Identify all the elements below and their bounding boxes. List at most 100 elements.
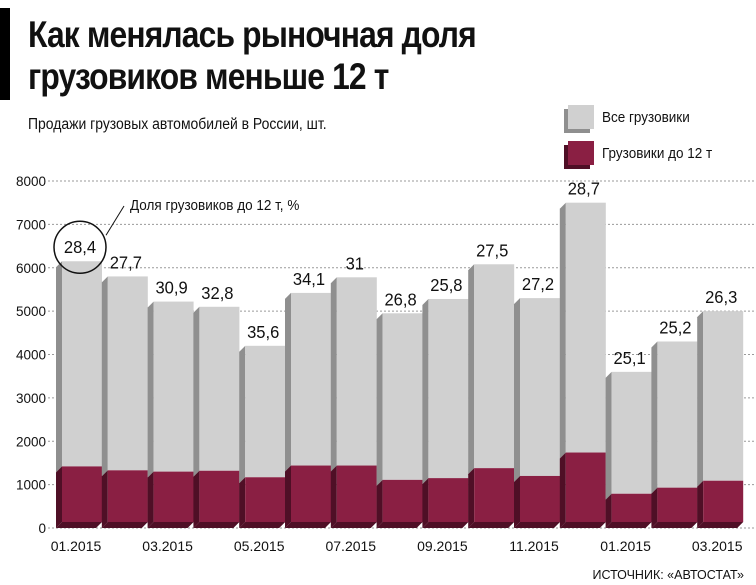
share-label: 25,8 [430,274,462,295]
x-tick-label: 05.2015 [234,538,285,554]
bar-base [651,522,698,528]
bar-base [697,522,744,528]
bar-base [56,522,102,528]
bar-all-side [101,276,108,477]
title-line-2: грузовиков меньше 12 т [28,56,389,97]
bar-all-side [605,371,612,500]
bar-small-side [422,478,429,528]
y-tick-label: 2000 [16,434,46,449]
bar-base [605,522,652,528]
bar-base [193,522,240,528]
share-label: 27,2 [522,273,554,294]
bar-all [428,298,469,479]
bar-all [199,306,240,471]
y-tick-label: 4000 [16,348,46,363]
bar-all [382,313,423,480]
share-label: 27,7 [110,252,142,273]
bar-all-side [422,298,429,485]
x-tick-label: 03.2015 [142,538,193,554]
bar-base [468,522,515,528]
bar-small [565,452,606,522]
bar-small [611,493,652,522]
source-note: ИСТОЧНИК: «АВТОСТАТ» [592,568,744,582]
bar-all-side [239,345,246,484]
share-label: 26,8 [384,289,416,310]
bar-small-side [697,480,704,528]
bar-small [657,487,698,522]
share-label: 28,7 [568,178,600,199]
bar-small [245,477,286,522]
bar-small-side [239,477,246,528]
title-accent-bar [0,8,10,100]
y-tick-label: 8000 [16,174,46,189]
bar-base [101,522,148,528]
bar-all-side [330,277,337,472]
share-label: 34,1 [293,268,325,289]
bar-all [107,276,148,471]
bar-small [291,465,331,522]
bar-all [336,277,377,466]
x-tick-label: 01.2015 [600,538,651,554]
y-tick-label: 7000 [16,217,46,232]
legend-label-all: Все грузовики [602,109,690,126]
bar-base [559,522,606,528]
bar-small [62,466,102,522]
bar-all [611,371,652,494]
bar-base [514,522,560,528]
share-label: 26,3 [705,286,737,307]
bar-all-side [376,313,383,486]
bar-all-side [559,202,566,459]
bar-small-side [376,479,383,528]
legend-swatch-all [568,105,594,129]
y-tick-label: 6000 [16,261,46,276]
bar-all-side [285,292,291,472]
annotation-circle [53,220,107,274]
bar-all [474,264,515,469]
bar-all [520,298,560,476]
bar-all [703,311,744,481]
x-tick-label: 03.2015 [692,538,743,554]
y-tick-label: 1000 [16,478,46,493]
bar-small-side [559,452,566,528]
bar-all-side [193,306,200,477]
bar-base [147,522,194,528]
bar-all [657,341,698,488]
bar-base [376,522,423,528]
bar-small-side [605,493,612,528]
bar-small [153,471,194,522]
share-label: 35,6 [247,321,279,342]
bar-small-side [468,468,475,528]
bar-small-side [330,465,337,528]
bar-base [330,522,377,528]
bar-small [474,468,515,522]
bar-small-side [651,487,658,528]
x-tick-label: 11.2015 [509,538,559,554]
bar-all-side [651,341,658,494]
bar-all-side [468,264,475,475]
x-tick-label: 09.2015 [417,538,468,554]
share-label: 32,8 [201,282,233,303]
bar-small-side [101,470,108,528]
annotation-label: Доля грузовиков до 12 т, % [130,197,300,214]
legend-swatch-small [568,141,594,165]
x-tick-label: 01.2015 [51,538,102,554]
bar-all [62,261,102,467]
title-line-1: Как менялась рыночная доля [28,14,477,55]
bar-all [565,202,606,453]
y-tick-label: 5000 [16,304,46,319]
share-label: 30,9 [155,277,187,298]
bar-small-side [56,466,62,528]
bar-all [291,292,331,466]
bar-small [428,478,469,522]
bar-all-side [514,298,520,482]
bar-small [382,479,423,522]
share-label: 28,4 [64,237,97,258]
bar-all-side [147,301,154,478]
bar-small-side [285,465,291,528]
y-tick-label: 3000 [16,391,46,406]
y-tick-label: 0 [38,521,46,536]
bar-all-side [697,311,704,487]
share-label: 25,2 [659,317,691,338]
share-label: 31 [346,253,364,274]
